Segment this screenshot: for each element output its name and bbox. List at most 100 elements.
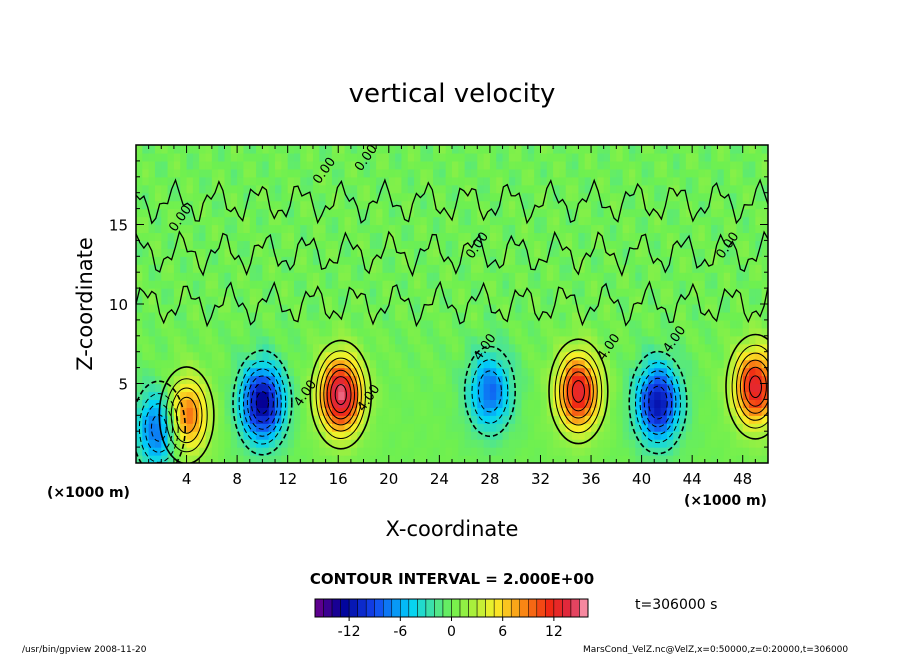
heatmap-cell [597, 439, 605, 448]
heatmap-cell [287, 343, 295, 353]
heatmap-cell [755, 335, 763, 345]
heatmap-cell [546, 248, 554, 257]
heatmap-cell [300, 311, 308, 321]
heatmap-cell [173, 335, 181, 345]
heatmap-cell [338, 264, 346, 273]
heatmap-cell [723, 168, 731, 178]
heatmap-cell [521, 168, 529, 178]
heatmap-cell [761, 327, 768, 337]
heatmap-cell [363, 335, 371, 345]
heatmap-cell [610, 439, 617, 448]
heatmap-cell [357, 391, 365, 400]
heatmap-cell [376, 375, 384, 385]
heatmap-cell [173, 256, 181, 265]
heatmap-cell [591, 256, 598, 265]
heatmap-cell [496, 343, 504, 353]
heatmap-cell [161, 335, 169, 345]
heatmap-cell [477, 375, 485, 385]
heatmap-cell [616, 375, 624, 385]
heatmap-cell [622, 176, 630, 186]
heatmap-cell [154, 335, 162, 345]
heatmap-cell [414, 296, 421, 305]
heatmap-cell [641, 383, 649, 393]
heatmap-cell [711, 145, 719, 154]
heatmap-cell [142, 367, 150, 377]
heatmap-cell [527, 375, 535, 385]
heatmap-cell [628, 272, 636, 281]
heatmap-cell [717, 391, 725, 400]
heatmap-cell [704, 145, 712, 154]
heatmap-cell [249, 264, 257, 273]
heatmap-cell [344, 264, 352, 273]
heatmap-cell [761, 383, 768, 393]
heatmap-cell [218, 431, 226, 440]
heatmap-cell [426, 248, 434, 257]
heatmap-cell [464, 375, 472, 385]
heatmap-cell [647, 439, 655, 448]
heatmap-cell [489, 335, 497, 345]
heatmap-cell [369, 311, 377, 321]
heatmap-cell [591, 264, 598, 273]
heatmap-cell [262, 319, 270, 329]
heatmap-cell [211, 351, 219, 361]
contour-line [232, 349, 293, 456]
heatmap-cell [477, 216, 485, 226]
heatmap-cell [483, 391, 491, 400]
heatmap-cell [502, 367, 510, 377]
heatmap-cell [161, 311, 169, 321]
heatmap-cell [597, 335, 605, 345]
heatmap-cell [439, 152, 447, 162]
heatmap-cell [692, 455, 700, 463]
heatmap-cell [496, 248, 504, 257]
heatmap-cell [199, 351, 207, 361]
heatmap-cell [692, 176, 700, 186]
heatmap-cell [635, 335, 643, 345]
heatmap-cell [458, 415, 466, 424]
x-axis-ticks: 4 8 12 16 20 24 28 32 36 40 44 48 [135, 145, 769, 488]
heatmap-cell [256, 256, 263, 265]
heatmap-cell [730, 391, 737, 400]
heatmap-cell [243, 319, 251, 329]
heatmap-cell [534, 296, 542, 305]
heatmap-cell [256, 216, 263, 226]
heatmap-cell [319, 423, 327, 432]
heatmap-cell [502, 200, 510, 210]
heatmap-cell [704, 304, 712, 313]
heatmap-cell [660, 288, 668, 297]
heatmap-cell [237, 224, 245, 234]
heatmap-cell [319, 152, 327, 162]
heatmap-cell [477, 455, 485, 463]
heatmap-cell [287, 192, 295, 202]
heatmap-cell [603, 152, 611, 162]
heatmap-cell [546, 319, 554, 329]
heatmap-cell [300, 407, 308, 416]
heatmap-cell [470, 399, 478, 408]
heatmap-cell [218, 327, 226, 337]
heatmap-cell [553, 272, 561, 281]
heatmap-cell [610, 304, 617, 313]
heatmap-cell [679, 391, 687, 400]
heatmap-cell [142, 359, 150, 369]
heatmap-cell [331, 248, 339, 257]
heatmap-cell [736, 319, 744, 329]
heatmap-cell [173, 248, 181, 257]
heatmap-cell [685, 319, 693, 329]
heatmap-cell [262, 208, 270, 218]
heatmap-cell [325, 375, 333, 385]
heatmap-cell [666, 152, 674, 162]
heatmap-cell [167, 200, 175, 210]
heatmap-cell [641, 232, 649, 241]
heatmap-cell [249, 391, 257, 400]
heatmap-cell [597, 200, 605, 210]
heatmap-cell [616, 311, 624, 321]
heatmap-cell [452, 272, 459, 281]
heatmap-cell [142, 280, 150, 289]
heatmap-cell [407, 415, 415, 424]
heatmap-cell [591, 280, 598, 289]
heatmap-cell [420, 192, 428, 202]
heatmap-cell [546, 288, 554, 297]
heatmap-cell [635, 439, 643, 448]
heatmap-cell [742, 391, 750, 400]
heatmap-cell [218, 160, 226, 170]
heatmap-cell [382, 256, 390, 265]
